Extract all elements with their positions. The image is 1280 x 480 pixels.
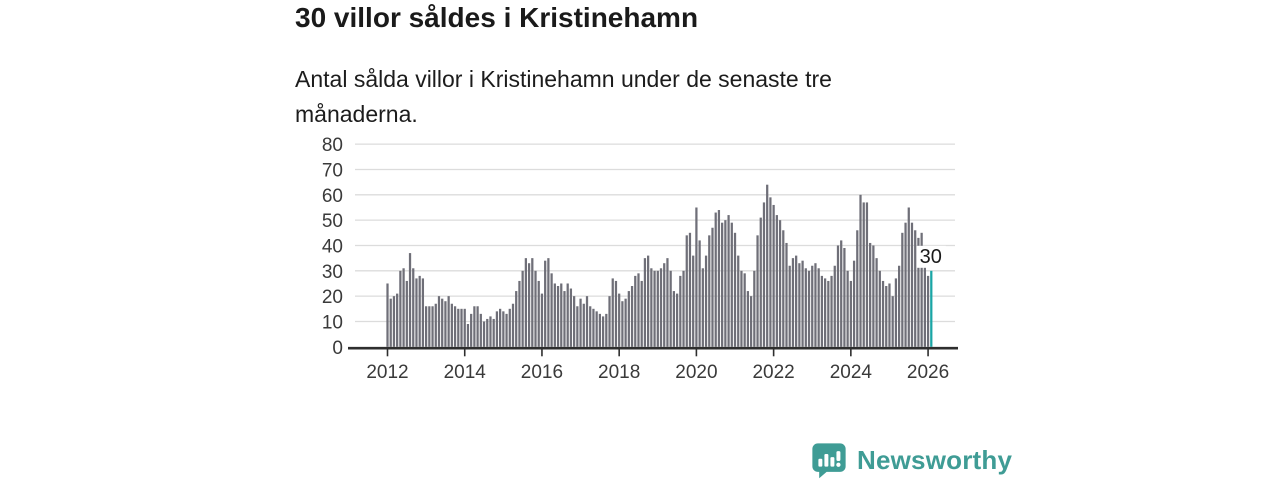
page-subtitle: Antal sålda villor i Kristinehamn under … [295, 66, 832, 127]
svg-text:2026: 2026 [907, 362, 949, 383]
svg-text:30: 30 [322, 262, 343, 283]
svg-text:40: 40 [322, 236, 343, 257]
sales-bar-chart: 0 10 20 30 40 50 60 70 80 2012 2014 2016 2018 2020 202… [322, 135, 958, 383]
svg-text:10: 10 [322, 312, 343, 333]
page-title: 30 villor såldes i Kristinehamn [295, 2, 699, 33]
svg-text:20: 20 [322, 287, 343, 308]
brand-logo: Newsworthy [810, 441, 1012, 479]
bars-layer [386, 184, 933, 347]
brand-name: Newsworthy [857, 444, 1013, 475]
speech-bubble-shape [812, 443, 846, 479]
svg-text:60: 60 [322, 186, 343, 207]
svg-text:0: 0 [332, 338, 343, 359]
svg-text:2018: 2018 [598, 362, 640, 383]
svg-text:70: 70 [322, 160, 343, 181]
svg-text:30: 30 [920, 246, 942, 268]
value-annotation: 30 [916, 245, 946, 268]
svg-text:2020: 2020 [675, 362, 717, 383]
newsworthy-logo-icon [812, 443, 846, 479]
axis-layer [348, 346, 958, 357]
svg-text:2022: 2022 [752, 362, 794, 383]
svg-text:50: 50 [322, 211, 343, 232]
mini-bar-chart-glyph [818, 451, 841, 467]
svg-text:2014: 2014 [444, 362, 487, 383]
svg-text:2012: 2012 [366, 362, 408, 383]
svg-text:2024: 2024 [830, 362, 873, 383]
svg-text:80: 80 [322, 135, 343, 156]
tick-label-layer: 0 10 20 30 40 50 60 70 80 2012 2014 2016 2018 2020 202… [322, 135, 949, 383]
svg-text:2016: 2016 [521, 362, 563, 383]
